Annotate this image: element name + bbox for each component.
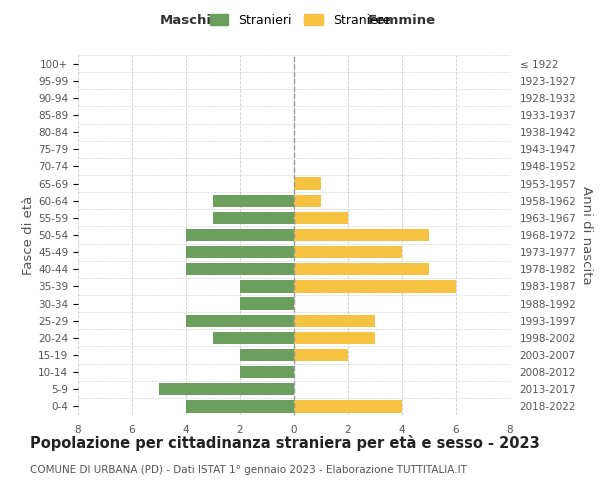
Text: Femmine: Femmine: [368, 14, 436, 28]
Bar: [294, 400, 402, 412]
Bar: [294, 332, 375, 344]
Legend: Stranieri, Straniere: Stranieri, Straniere: [205, 8, 395, 32]
Text: COMUNE DI URBANA (PD) - Dati ISTAT 1° gennaio 2023 - Elaborazione TUTTITALIA.IT: COMUNE DI URBANA (PD) - Dati ISTAT 1° ge…: [30, 465, 467, 475]
Bar: [294, 178, 321, 190]
Bar: [186, 229, 294, 241]
Bar: [294, 194, 321, 207]
Bar: [294, 246, 402, 258]
Bar: [159, 383, 294, 396]
Bar: [186, 263, 294, 276]
Bar: [240, 349, 294, 361]
Bar: [213, 212, 294, 224]
Bar: [294, 212, 348, 224]
Y-axis label: Fasce di età: Fasce di età: [22, 196, 35, 274]
Y-axis label: Anni di nascita: Anni di nascita: [580, 186, 593, 284]
Bar: [213, 194, 294, 207]
Bar: [186, 246, 294, 258]
Text: Maschi: Maschi: [160, 14, 212, 28]
Bar: [240, 366, 294, 378]
Bar: [186, 400, 294, 412]
Bar: [294, 229, 429, 241]
Text: Popolazione per cittadinanza straniera per età e sesso - 2023: Popolazione per cittadinanza straniera p…: [30, 435, 540, 451]
Bar: [240, 298, 294, 310]
Bar: [294, 280, 456, 292]
Bar: [294, 314, 375, 327]
Bar: [213, 332, 294, 344]
Bar: [240, 280, 294, 292]
Bar: [294, 349, 348, 361]
Bar: [294, 263, 429, 276]
Bar: [186, 314, 294, 327]
